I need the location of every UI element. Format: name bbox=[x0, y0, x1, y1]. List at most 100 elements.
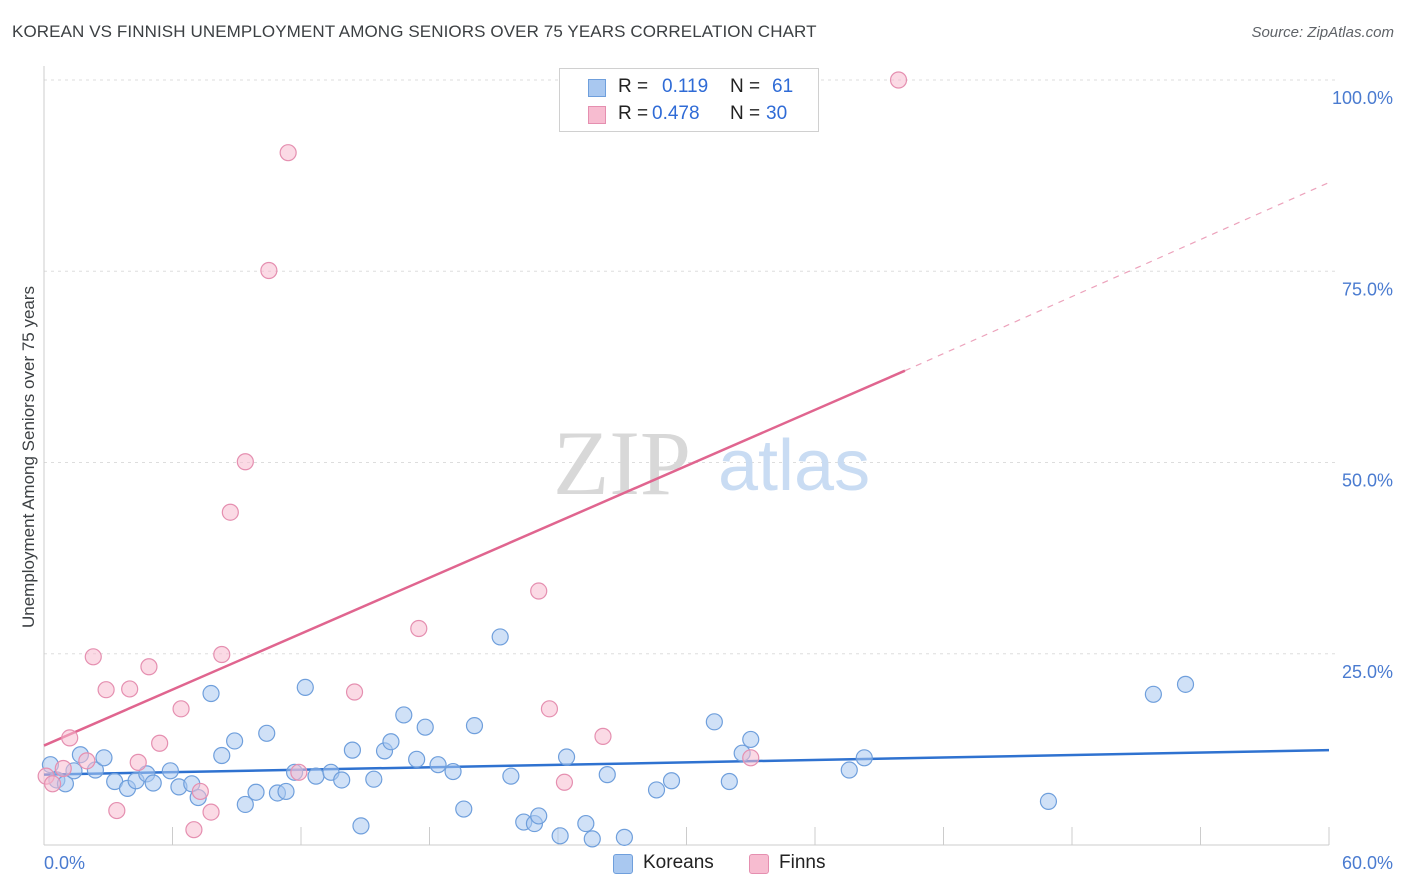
point-koreans bbox=[352, 817, 370, 835]
point-koreans bbox=[444, 762, 462, 781]
point-finns bbox=[889, 71, 908, 89]
point-finns bbox=[108, 801, 126, 820]
y-tick-label: 75.0% bbox=[1342, 279, 1393, 299]
point-finns bbox=[43, 775, 62, 793]
point-koreans bbox=[258, 724, 276, 742]
source-credit: Source: ZipAtlas.com bbox=[1251, 24, 1394, 41]
y-axis-label: Unemployment Among Seniors over 75 years bbox=[19, 286, 38, 628]
point-finns bbox=[279, 144, 297, 162]
point-koreans bbox=[455, 800, 473, 818]
y-tick-label: 100.0% bbox=[1332, 88, 1393, 108]
y-tick-label: 25.0% bbox=[1342, 662, 1393, 682]
point-finns bbox=[221, 503, 239, 521]
point-koreans bbox=[247, 783, 265, 801]
point-koreans bbox=[583, 830, 601, 848]
point-koreans bbox=[647, 781, 666, 799]
bottom-legend-label-koreans: Koreans bbox=[643, 852, 714, 873]
point-finns bbox=[410, 619, 428, 638]
point-finns bbox=[121, 680, 139, 698]
legend-swatch-finns bbox=[588, 106, 606, 124]
point-finns bbox=[540, 700, 559, 718]
point-finns bbox=[213, 645, 231, 664]
point-koreans bbox=[333, 771, 351, 789]
point-koreans bbox=[161, 762, 179, 780]
legend-n-label: N = bbox=[730, 103, 761, 124]
point-koreans bbox=[1176, 675, 1195, 693]
point-koreans bbox=[429, 756, 447, 774]
point-koreans bbox=[662, 772, 681, 790]
point-koreans bbox=[236, 795, 254, 814]
watermark-atlas: atlas bbox=[718, 426, 870, 506]
legend-n-label: N = bbox=[730, 76, 761, 97]
point-koreans bbox=[296, 678, 314, 697]
x-tick-label-max: 60.0% bbox=[1342, 853, 1393, 873]
point-koreans bbox=[395, 706, 413, 724]
trendline-finns-extension bbox=[904, 181, 1330, 372]
point-finns bbox=[61, 729, 79, 747]
legend-n-value-finns: 30 bbox=[766, 103, 788, 124]
point-koreans bbox=[226, 732, 244, 750]
x-tick-label-min: 0.0% bbox=[44, 853, 85, 873]
point-koreans bbox=[1039, 792, 1058, 810]
point-finns bbox=[54, 759, 72, 778]
trendline-finns bbox=[43, 369, 906, 747]
point-koreans bbox=[615, 828, 633, 846]
point-finns bbox=[151, 734, 169, 752]
point-koreans bbox=[144, 774, 162, 792]
chart-title: KOREAN VS FINNISH UNEMPLOYMENT AMONG SEN… bbox=[12, 22, 817, 41]
point-koreans bbox=[720, 772, 738, 791]
point-finns bbox=[78, 752, 96, 770]
point-koreans bbox=[598, 766, 616, 784]
legend-r-label: R = bbox=[618, 103, 649, 124]
point-koreans bbox=[1144, 685, 1162, 703]
point-koreans bbox=[408, 750, 426, 768]
bottom-legend-swatch-finns bbox=[749, 854, 769, 874]
watermark: ZIP atlas bbox=[553, 412, 870, 514]
point-finns bbox=[172, 700, 190, 718]
point-finns bbox=[290, 763, 308, 781]
point-koreans bbox=[382, 733, 400, 751]
point-finns bbox=[129, 753, 147, 771]
point-finns bbox=[185, 821, 203, 839]
stats-legend: R = 0.119 N = 61 R = 0.478 N = 30 bbox=[559, 68, 819, 132]
trendline-koreans bbox=[43, 748, 1330, 776]
legend-r-value-finns: 0.478 bbox=[652, 103, 700, 124]
legend-n-value-koreans: 61 bbox=[772, 76, 794, 97]
point-koreans bbox=[742, 730, 760, 749]
point-koreans bbox=[557, 748, 576, 766]
point-koreans bbox=[491, 628, 509, 646]
bottom-legend-label-finns: Finns bbox=[779, 852, 826, 873]
point-koreans bbox=[551, 827, 569, 845]
point-finns bbox=[236, 453, 254, 471]
point-finns bbox=[140, 658, 158, 676]
point-finns bbox=[345, 683, 364, 701]
legend-r-label: R = bbox=[618, 76, 649, 97]
point-finns bbox=[742, 749, 760, 767]
point-koreans bbox=[416, 718, 434, 736]
point-koreans bbox=[530, 807, 548, 825]
point-finns bbox=[97, 681, 115, 699]
point-koreans bbox=[465, 717, 484, 735]
legend-swatch-koreans bbox=[588, 79, 606, 97]
point-finns bbox=[555, 773, 574, 791]
point-koreans bbox=[577, 814, 595, 833]
point-koreans bbox=[95, 749, 113, 767]
point-finns bbox=[530, 582, 548, 600]
point-koreans bbox=[840, 761, 858, 779]
point-finns bbox=[594, 727, 612, 745]
point-koreans bbox=[705, 713, 723, 731]
point-koreans bbox=[213, 746, 231, 765]
point-koreans bbox=[365, 770, 383, 788]
point-koreans bbox=[277, 782, 295, 801]
watermark-zip: ZIP bbox=[553, 412, 691, 514]
point-koreans bbox=[307, 767, 325, 785]
y-tick-label: 50.0% bbox=[1342, 471, 1393, 491]
point-finns bbox=[84, 648, 102, 666]
point-koreans bbox=[855, 749, 873, 767]
grid-layer bbox=[44, 79, 1335, 655]
point-koreans bbox=[502, 767, 520, 785]
axes-layer: 25.0% 50.0% 75.0% 100.0% bbox=[43, 66, 1393, 846]
trend-layer bbox=[43, 181, 1330, 776]
point-finns bbox=[260, 261, 278, 280]
